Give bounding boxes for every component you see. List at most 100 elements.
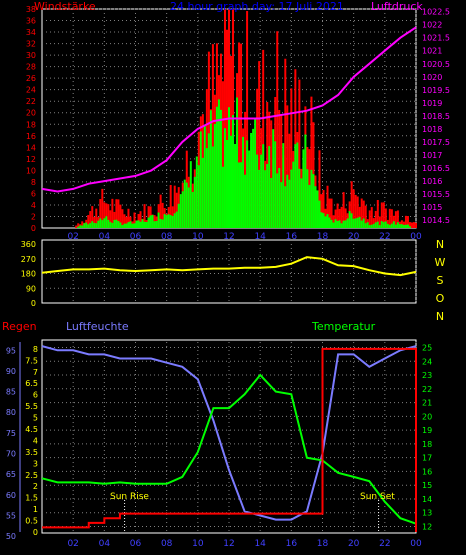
temperature-ticks: 12 13 14 15 16 17 18 19 20 21 22 23 24 25: [422, 344, 432, 532]
pressure-tick-label: 1015: [422, 203, 442, 212]
wind-tick-label: 30: [26, 51, 36, 60]
rain-tick-label: 2: [33, 482, 38, 491]
humidity-axis-title: Luftfeuchte: [66, 320, 129, 333]
humidity-tick-label: 60: [6, 491, 16, 500]
pressure-tick-label: 1019: [422, 99, 442, 108]
humidity-line: [41, 345, 417, 521]
humidity-tick-label: 75: [6, 429, 16, 438]
compass-label: N: [436, 310, 444, 323]
wind-hour-label: 06: [130, 232, 142, 242]
pressure-tick-label: 1021: [422, 47, 442, 56]
rain-tick-label: 3.5: [25, 448, 38, 457]
temperature-tick-label: 20: [422, 412, 432, 421]
rain-tick-label: 1.5: [25, 494, 38, 503]
pressure-ticks: 1014.5 1015 1015.5 1016 1016.5 1017 1017.5 1018…: [422, 8, 450, 226]
wind-hour-label: 02: [67, 232, 78, 242]
pressure-tick-label: 1017.5: [422, 138, 450, 147]
compass-label: W: [435, 256, 446, 269]
rain-tick-label: 6.5: [25, 379, 38, 388]
chart-title: 24 hour graph day: 17 Juli 2021: [170, 0, 344, 13]
temperature-tick-label: 14: [422, 495, 432, 504]
pressure-tick-label: 1022.5: [422, 8, 450, 17]
humidity-tick-label: 55: [6, 511, 16, 520]
rain-tick-label: 1: [33, 505, 38, 514]
pressure-tick-label: 1019.5: [422, 86, 450, 95]
temperature-tick-label: 24: [422, 357, 432, 366]
pressure-tick-label: 1020: [422, 73, 442, 82]
sunset-label: Sun Set: [360, 492, 395, 502]
wind-hour-label: 08: [161, 232, 173, 242]
pressure-tick-label: 1016.5: [422, 164, 450, 173]
rain-axis-title: Regen: [2, 320, 37, 333]
pressure-tick-label: 1016: [422, 177, 442, 186]
bottom-hour-label: 00: [410, 539, 422, 549]
humidity-ticks: 50 55 60 65 70 75 80 85 90 95: [6, 342, 21, 541]
wind-tick-label: 4: [31, 201, 36, 210]
humidity-tick-label: 95: [6, 346, 16, 355]
humidity-tick-label: 50: [6, 532, 16, 541]
pressure-tick-label: 1017: [422, 151, 442, 160]
temperature-tick-label: 16: [422, 467, 432, 476]
wind-hour-label: 12: [223, 232, 234, 242]
wind-hour-label: 16: [286, 232, 298, 242]
wind-axis-title: Windstärke: [34, 0, 96, 13]
bottom-hour-label: 10: [192, 539, 204, 549]
wind-tick-label: 0: [31, 224, 36, 233]
rain-tick-label: 5: [33, 414, 38, 423]
pressure-tick-label: 1014.5: [422, 216, 450, 225]
rain-ticks: 0 0.5 1 1.5 2 2.5 3 3.5 4 4.5 5 5.5 6 6.5 7 7.5 8: [25, 345, 38, 537]
bottom-hour-label: 08: [161, 539, 173, 549]
rain-tick-label: 6: [33, 391, 38, 400]
pressure-tick-label: 1020.5: [422, 60, 450, 69]
temperature-tick-label: 23: [422, 371, 432, 380]
direction-tick-label: 270: [21, 255, 36, 264]
rain-tick-label: 5.5: [25, 402, 38, 411]
direction-tick-label: 180: [21, 270, 36, 279]
bottom-hour-label: 18: [317, 539, 329, 549]
temperature-tick-label: 18: [422, 440, 432, 449]
pressure-tick-label: 1015.5: [422, 190, 450, 199]
temperature-tick-label: 22: [422, 385, 432, 394]
temperature-tick-label: 12: [422, 522, 432, 531]
direction-tick-label: 0: [31, 299, 36, 308]
compass-label: S: [437, 274, 444, 287]
wind-hour-ticks: 02 04 06 08 10 12 14 16 18 20 22 00: [67, 232, 422, 242]
wind-tick-label: 34: [26, 28, 36, 37]
wind-hour-label: 14: [254, 232, 266, 242]
bottom-hour-ticks: 02 04 06 08 10 12 14 16 18 20 22 00: [67, 539, 422, 549]
wind-tick-label: 20: [26, 109, 36, 118]
temperature-tick-label: 25: [422, 344, 432, 353]
rain-tick-label: 0.5: [25, 517, 38, 526]
wind-tick-label: 32: [26, 40, 36, 49]
temperature-tick-label: 17: [422, 454, 432, 463]
wind-tick-label: 10: [26, 166, 36, 175]
rain-tick-label: 7: [33, 368, 38, 377]
direction-tick-label: 90: [26, 284, 36, 293]
bottom-hour-label: 14: [254, 539, 266, 549]
wind-hour-label: 04: [99, 232, 111, 242]
wind-tick-label: 6: [31, 189, 36, 198]
pressure-tick-label: 1022: [422, 21, 442, 30]
sunrise-label: Sun Rise: [110, 492, 149, 502]
humidity-tick-label: 70: [6, 450, 16, 459]
temperature-tick-label: 19: [422, 426, 432, 435]
wind-tick-label: 24: [26, 86, 36, 95]
bottom-hour-label: 22: [379, 539, 390, 549]
pressure-tick-label: 1018.5: [422, 112, 450, 121]
wind-tick-label: 16: [26, 132, 36, 141]
rain-tick-label: 4: [33, 436, 38, 445]
bottom-hour-label: 12: [223, 539, 234, 549]
rain-tick-label: 4.5: [25, 425, 38, 434]
wind-tick-label: 36: [26, 17, 36, 26]
humidity-tick-label: 80: [6, 408, 16, 417]
rain-tick-label: 8: [33, 345, 38, 354]
wind-hour-label: 18: [317, 232, 329, 242]
humidity-tick-label: 85: [6, 388, 16, 397]
wind-tick-label: 26: [26, 74, 36, 83]
humidity-tick-label: 65: [6, 470, 16, 479]
